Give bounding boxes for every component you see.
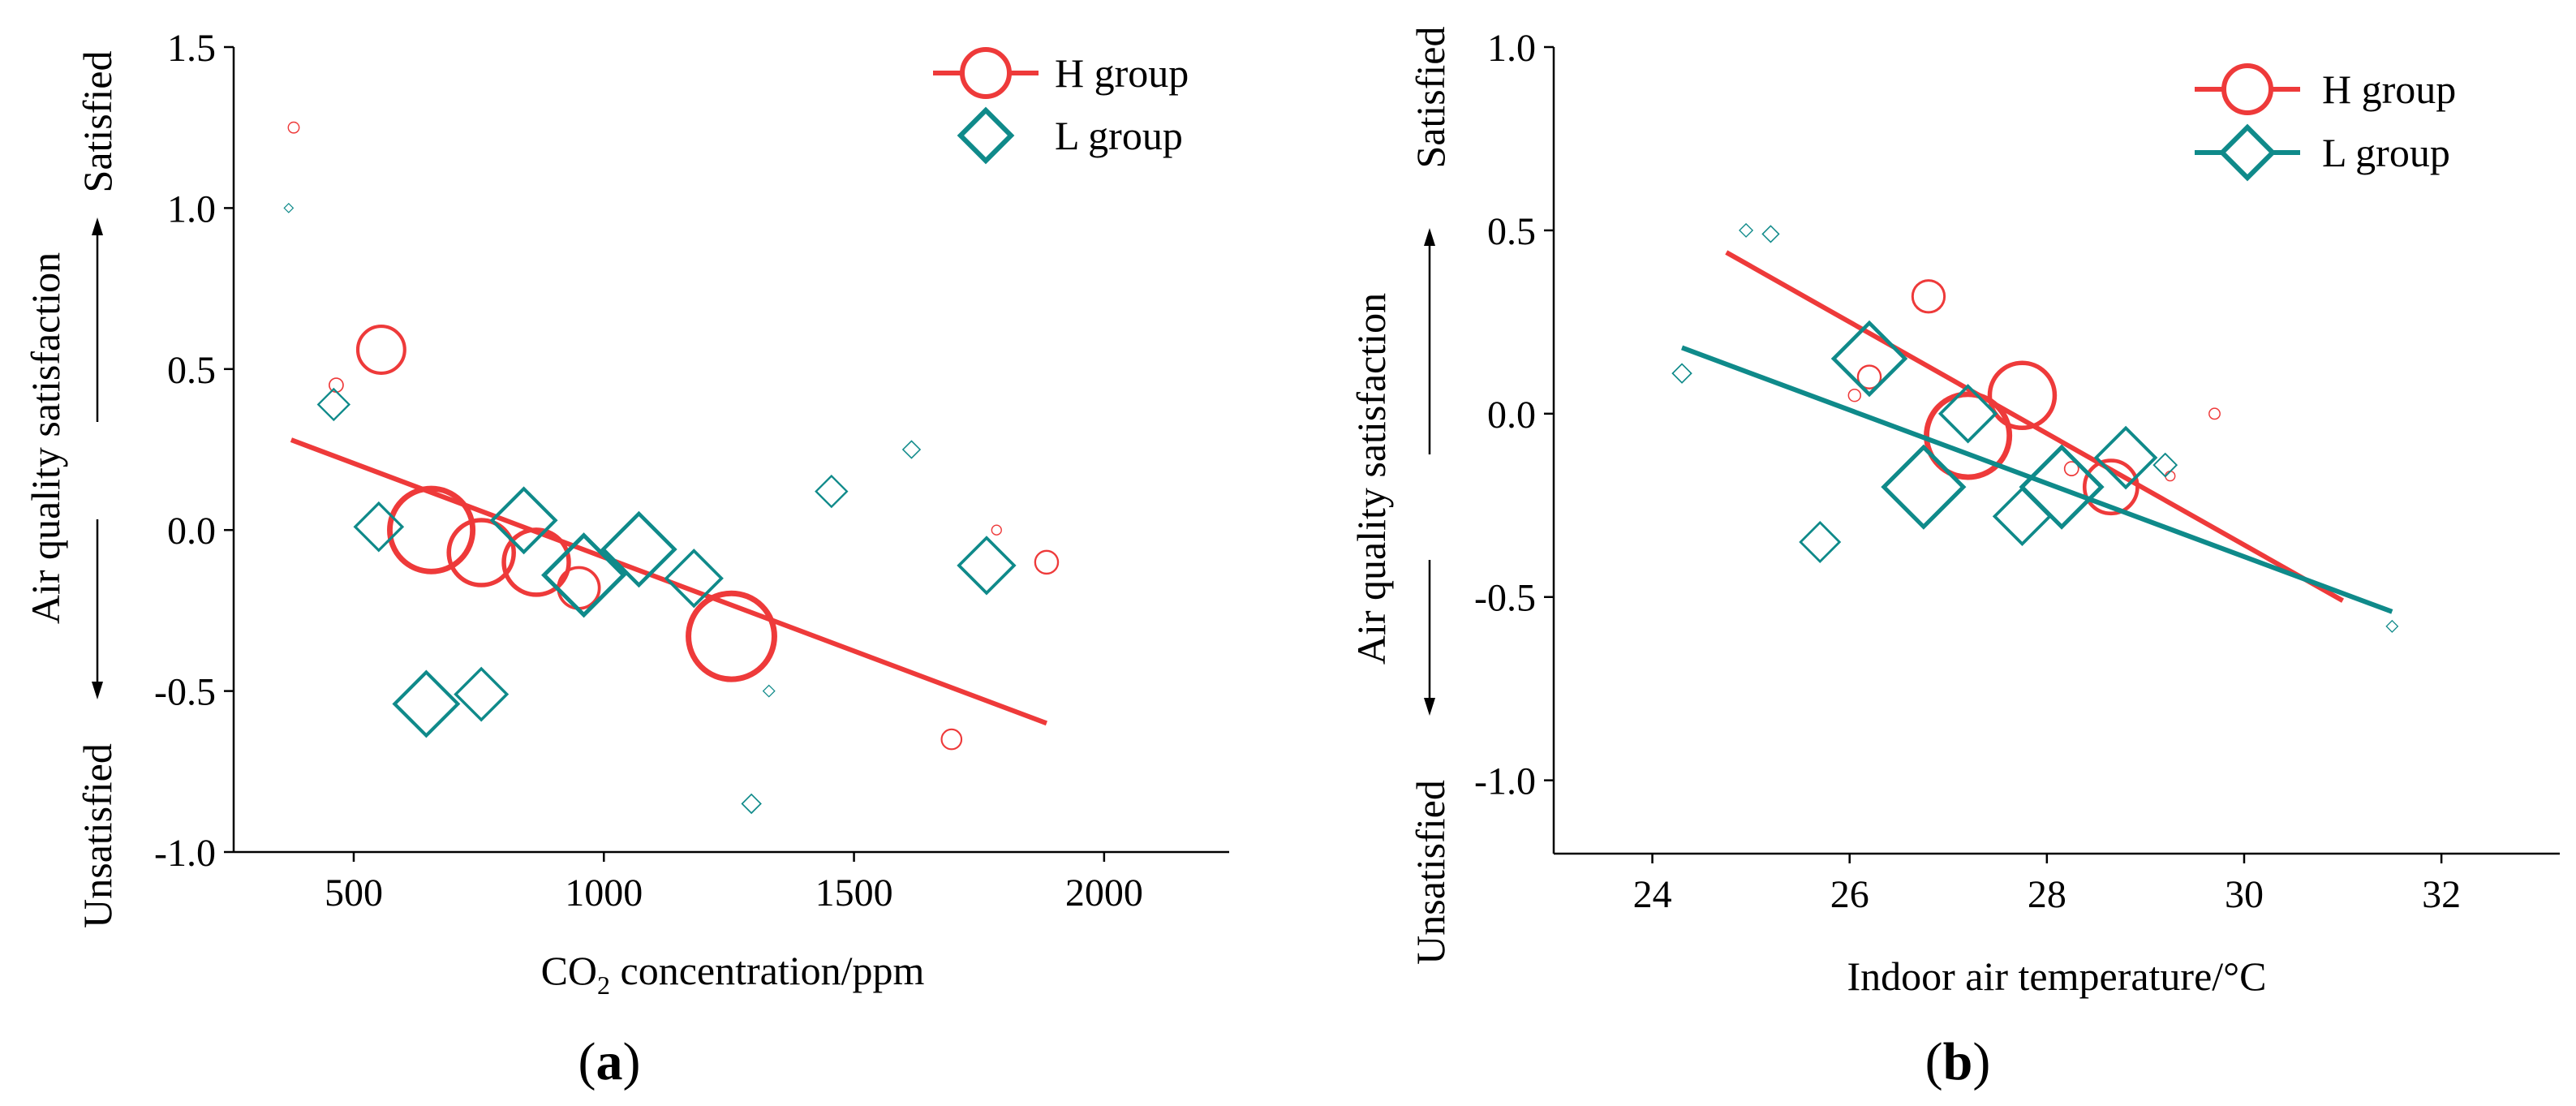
panel-a-up-arrow-head <box>92 217 103 235</box>
h-group-point <box>686 590 777 682</box>
h-group-point <box>1034 549 1060 575</box>
legend-b-h-label: H group <box>2322 67 2456 112</box>
legend-b-h-marker <box>2221 63 2273 115</box>
legend-b-l-marker <box>2218 123 2277 182</box>
y-tick-label: -1.0 <box>154 832 216 875</box>
panel-a-label: (a) <box>578 1032 641 1091</box>
h-group-point <box>557 566 601 610</box>
l-group-point <box>454 666 510 722</box>
axis-b-ticks: -1.0 -0.5 0.0 0.5 1.0 24 26 28 30 32 <box>1474 27 2461 916</box>
h-group-point <box>287 121 300 134</box>
l-group-point <box>1881 444 1967 530</box>
l-group-point <box>2019 444 2105 530</box>
l-group-point <box>316 387 351 422</box>
y-tick-label: 0.0 <box>167 510 216 553</box>
x-tick-label: 500 <box>325 871 383 914</box>
h-group-point <box>2082 458 2139 516</box>
panel-b-down-arrow-head <box>1424 698 1435 716</box>
l-group-point <box>1992 486 2053 546</box>
panel-b-xlabel: Indoor air temperature/°C <box>1847 953 2266 999</box>
panel-a-satisfied-label: Satisfied <box>75 51 120 193</box>
l-group-point <box>489 486 558 555</box>
l-group-point <box>957 536 1017 596</box>
legend-a-h-label: H group <box>1055 50 1189 96</box>
panel-a-legend: H group L group <box>933 47 1189 165</box>
legend-a-l-marker <box>957 106 1015 165</box>
h-group-point <box>329 377 344 394</box>
h-group-point <box>355 325 406 375</box>
l-group-point <box>1937 384 1998 444</box>
h-group-point <box>1924 391 2013 480</box>
panel-b-up-arrow-head <box>1424 228 1435 246</box>
h-group-point <box>446 518 516 587</box>
l-group-point <box>741 793 762 815</box>
x-tick-label: 28 <box>2028 873 2066 916</box>
legend-a-h-marker <box>960 47 1012 99</box>
l-group-point <box>1761 225 1780 243</box>
l-group-point <box>1671 363 1692 384</box>
panel-b-satisfied-label: Satisfied <box>1408 27 1453 169</box>
x-tick-label: 2000 <box>1065 871 1143 914</box>
panel-a-ylabel: Air quality satisfaction <box>23 252 68 624</box>
panel-a-xlabel: CO2 concentration/ppm <box>541 948 925 1000</box>
l-group-point <box>1830 320 1908 398</box>
y-tick-label: 0.0 <box>1487 394 1536 437</box>
l-group-point <box>353 501 405 553</box>
l-group-point <box>283 203 295 213</box>
l-group-point <box>1739 222 1754 238</box>
plot-a-marks <box>283 121 1060 815</box>
y-tick-label: 1.5 <box>167 27 216 70</box>
h-group-point <box>2165 470 2176 482</box>
l-group-point <box>2152 452 2178 478</box>
panel-b-legend: H group L group <box>2195 63 2456 182</box>
l-group-point <box>762 684 776 698</box>
panel-a-down-arrow-head <box>92 682 103 699</box>
x-tick-label: 1000 <box>565 871 643 914</box>
y-tick-label: 0.5 <box>1487 210 1536 253</box>
h-group-point <box>1856 364 1882 389</box>
legend-a-l-label: L group <box>1055 113 1183 158</box>
h-group-point <box>940 728 963 751</box>
axis-a-ticks: -1.0 -0.5 0.0 0.5 1.0 1.5 500 1000 1500 2000 <box>154 27 1143 914</box>
h-group-point <box>991 524 1002 536</box>
panel-a: -1.0 -0.5 0.0 0.5 1.0 1.5 500 1000 1500 2000 Air … <box>23 27 1229 1091</box>
legend-b-l-label: L group <box>2322 130 2450 175</box>
panel-a-unsatisfied-label: Unsatisfied <box>75 743 120 928</box>
x-tick-label: 32 <box>2422 873 2461 916</box>
l-group-point <box>2385 619 2399 633</box>
x-tick-label: 26 <box>1830 873 1869 916</box>
x-tick-label: 1500 <box>815 871 893 914</box>
h-group-point <box>1987 360 2058 430</box>
panel-b-label: (b) <box>1925 1032 1991 1091</box>
h-group-point <box>387 485 476 575</box>
l-group-point <box>1799 520 1842 563</box>
y-tick-label: 1.0 <box>167 187 216 230</box>
l-group-fit-line <box>1680 345 2393 614</box>
l-group-point <box>600 510 677 588</box>
x-tick-label: 24 <box>1633 873 1672 916</box>
panel-b-ylabel: Air quality satisfaction <box>1348 293 1394 665</box>
x-tick-label: 30 <box>2225 873 2264 916</box>
l-group-point <box>664 549 724 609</box>
l-group-point <box>815 474 849 509</box>
panel-b: -1.0 -0.5 0.0 0.5 1.0 24 26 28 30 32 Air quality … <box>1348 27 2560 1091</box>
l-group-point <box>541 532 627 618</box>
y-tick-label: 1.0 <box>1487 27 1536 70</box>
h-group-point <box>2208 407 2221 420</box>
panel-b-unsatisfied-label: Unsatisfied <box>1408 780 1453 965</box>
h-group-point <box>2063 461 2079 476</box>
y-tick-label: 0.5 <box>167 349 216 392</box>
h-group-point <box>1911 279 1946 314</box>
h-group-point <box>1847 389 1861 402</box>
h-group-point <box>501 527 571 597</box>
y-tick-label: -0.5 <box>154 671 216 714</box>
l-group-point <box>901 440 922 459</box>
y-tick-label: -1.0 <box>1474 760 1536 803</box>
l-group-point <box>2093 425 2158 490</box>
y-tick-label: -0.5 <box>1474 577 1536 620</box>
l-group-point <box>392 669 461 738</box>
plot-b-marks <box>1671 222 2399 633</box>
